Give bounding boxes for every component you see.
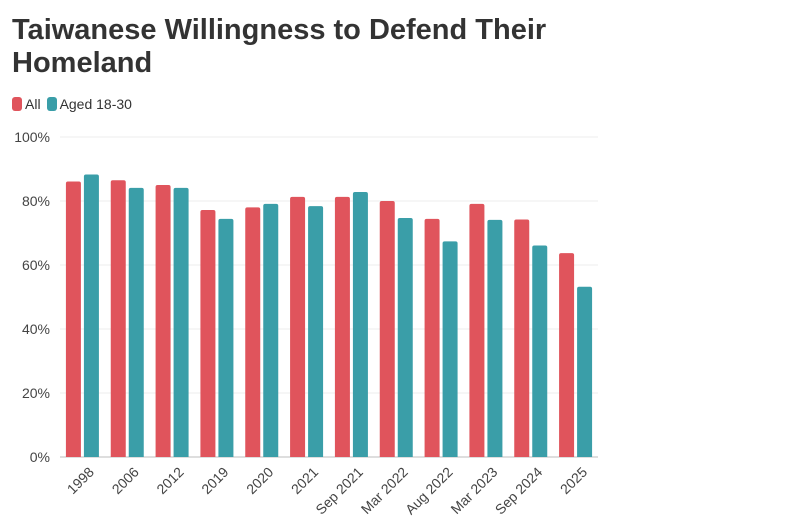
- x-tick-label: Sep 2024: [492, 464, 546, 518]
- legend-label-all: All: [25, 96, 41, 112]
- legend-item-all[interactable]: All: [12, 96, 41, 112]
- bar-aged-18-30: [128, 187, 144, 457]
- legend: All Aged 18-30: [12, 96, 138, 112]
- x-tick-label: 2025: [557, 464, 590, 497]
- x-tick-label: 2020: [243, 464, 276, 497]
- bar-aged-18-30: [308, 206, 324, 457]
- x-tick-label: 2019: [198, 464, 231, 497]
- bar-aged-18-30: [218, 218, 234, 457]
- legend-swatch-aged-18-30: [46, 97, 57, 111]
- y-tick-label: 40%: [22, 321, 50, 337]
- bar-all: [334, 196, 350, 457]
- legend-label-aged-18-30: Aged 18-30: [59, 96, 132, 112]
- x-tick-label: Mar 2023: [447, 464, 500, 517]
- bar-aged-18-30: [487, 219, 503, 457]
- legend-item-aged-18-30[interactable]: Aged 18-30: [46, 96, 132, 112]
- bar-aged-18-30: [532, 245, 548, 457]
- x-tick-label: Sep 2021: [312, 464, 366, 518]
- x-tick-label: 2012: [153, 464, 186, 497]
- bar-all: [200, 209, 216, 457]
- x-tick-label: 2021: [288, 464, 321, 497]
- bar-all: [110, 180, 126, 457]
- y-tick-label: 0%: [30, 449, 50, 465]
- bar-aged-18-30: [263, 203, 279, 457]
- legend-swatch-all: [12, 97, 22, 111]
- y-tick-label: 100%: [14, 129, 50, 145]
- bar-all: [65, 181, 81, 458]
- x-tick-label: Mar 2022: [358, 464, 411, 517]
- bar-aged-18-30: [83, 174, 99, 457]
- chart-title: Taiwanese Willingness to Defend Their Ho…: [12, 14, 547, 79]
- x-tick-label: Aug 2022: [402, 464, 456, 518]
- bar-all: [424, 218, 440, 457]
- bar-all: [559, 253, 575, 457]
- bar-aged-18-30: [577, 286, 593, 457]
- x-tick-label: 1998: [64, 464, 97, 497]
- bar-all: [155, 185, 171, 457]
- y-tick-label: 20%: [22, 385, 50, 401]
- bar-all: [290, 196, 306, 457]
- x-tick-label: 2006: [109, 464, 142, 497]
- bar-all: [379, 201, 395, 457]
- bar-all: [245, 207, 261, 457]
- bar-all: [469, 203, 485, 457]
- y-tick-label: 80%: [22, 193, 50, 209]
- bar-aged-18-30: [352, 192, 368, 458]
- bar-all: [514, 219, 530, 457]
- bar-aged-18-30: [442, 241, 458, 457]
- bar-aged-18-30: [397, 217, 413, 457]
- y-tick-label: 60%: [22, 257, 50, 273]
- bar-aged-18-30: [173, 187, 189, 457]
